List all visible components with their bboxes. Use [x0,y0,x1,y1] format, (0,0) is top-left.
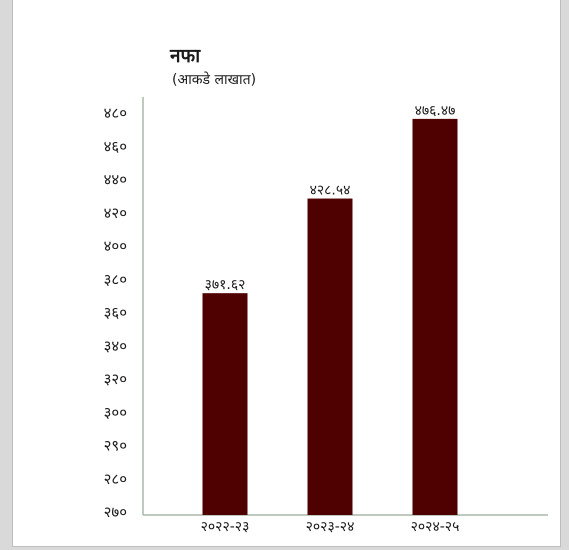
data-label: ४७६.४७ [415,103,456,119]
category-label: २०२२-२३ [201,519,250,535]
bars [202,118,458,515]
chart-title: नफा [170,45,201,67]
y-tick-label: ४०० [104,237,127,255]
y-tick-label: ३४० [104,337,127,355]
data-label: ३७१.६२ [205,277,246,293]
bar [412,118,458,515]
data-label: ४२८.५४ [310,183,351,199]
chart-frame [12,0,561,547]
category-label: २०२४-२५ [411,519,460,535]
bar [307,198,353,515]
y-tick-label: २७० [104,503,127,521]
y-tick-label: २९० [104,437,127,455]
y-tick-label: ४८० [104,104,127,122]
y-tick-label: ३६० [104,304,127,322]
y-tick-label: ४६० [104,137,127,155]
y-tick-label: ३०० [104,403,127,421]
y-tick-label: ४४० [104,171,127,189]
category-label: २०२३-२४ [306,519,355,535]
y-tick-labels: २७० २८० २९० ३०० ३२० ३४० ३६० ३८० ४०० ४२० ४४० ४६० ४८० [104,104,127,521]
y-tick-label: ३८० [104,270,127,288]
y-tick-label: २८० [104,470,127,488]
chart-subtitle: (आकडे लाखात) [172,72,257,88]
y-tick-label: ३२० [104,370,127,388]
y-tick-label: ४२० [104,204,127,222]
data-labels: ३७१.६२ ४२८.५४ ४७६.४७ [205,103,456,293]
bar [202,293,248,515]
category-labels: २०२२-२३ २०२३-२४ २०२४-२५ [201,519,460,535]
